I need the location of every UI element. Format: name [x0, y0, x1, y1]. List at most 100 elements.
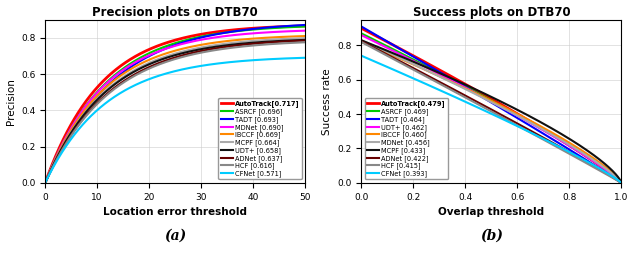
- TADT [0.464]: [481, 97, 489, 100]
- Line: HCF [0.415]: HCF [0.415]: [361, 42, 621, 183]
- AutoTrack[0.717]: [295, 25, 302, 28]
- ADNet [0.637]: [182, 53, 190, 56]
- MDNet [0.456]: [571, 146, 578, 149]
- IBCCF [0.669]: [182, 46, 190, 50]
- MCPF [0.433]: [571, 140, 578, 143]
- Line: ADNet [0.422]: ADNet [0.422]: [361, 41, 621, 183]
- MCPF [0.433]: [611, 172, 619, 175]
- Line: IBCCF [0.460]: IBCCF [0.460]: [361, 42, 621, 183]
- TADT [0.464]: [512, 116, 520, 119]
- MDNet [0.690]: [41, 181, 49, 184]
- AutoTrack[0.717]: [166, 40, 174, 43]
- CFNet [0.571]: [295, 57, 302, 60]
- UDT+ [0.658]: [182, 51, 190, 54]
- IBCCF [0.669]: [295, 35, 302, 38]
- Line: CFNet [0.571]: CFNet [0.571]: [45, 58, 305, 183]
- AutoTrack[0.717]: [182, 36, 190, 39]
- ASRCF [0.696]: [196, 35, 204, 38]
- MCPF [0.433]: [482, 93, 490, 96]
- IBCCF [0.460]: [618, 181, 625, 184]
- MCPF [0.433]: [618, 181, 625, 184]
- UDT+ [0.462]: [498, 106, 506, 109]
- ADNet [0.637]: [41, 181, 49, 184]
- Line: ADNet [0.637]: ADNet [0.637]: [45, 41, 305, 183]
- AutoTrack[0.717]: [254, 26, 262, 29]
- ADNet [0.422]: [358, 40, 365, 43]
- MCPF [0.664]: [41, 181, 49, 184]
- MCPF [0.433]: [498, 101, 506, 104]
- Title: Precision plots on DTB70: Precision plots on DTB70: [92, 6, 258, 19]
- IBCCF [0.460]: [481, 96, 489, 99]
- UDT+ [0.462]: [512, 114, 520, 117]
- ASRCF [0.469]: [611, 175, 619, 178]
- UDT+ [0.462]: [482, 97, 490, 100]
- Line: ASRCF [0.469]: ASRCF [0.469]: [361, 34, 621, 183]
- MCPF [0.664]: [165, 54, 172, 57]
- MDNet [0.690]: [301, 29, 309, 32]
- ASRCF [0.469]: [571, 147, 578, 150]
- Text: (b): (b): [480, 229, 503, 243]
- ADNet [0.637]: [301, 39, 309, 42]
- ADNet [0.637]: [254, 42, 262, 45]
- ASRCF [0.469]: [481, 95, 489, 99]
- Legend: AutoTrack[0.717], ASRCF [0.696], TADT [0.693], MDNet [0.690], IBCCF [0.669], MCP: AutoTrack[0.717], ASRCF [0.696], TADT [0…: [218, 98, 302, 180]
- TADT [0.693]: [166, 45, 174, 49]
- TADT [0.464]: [618, 181, 625, 184]
- UDT+ [0.462]: [618, 181, 625, 184]
- CFNet [0.393]: [481, 109, 489, 112]
- MDNet [0.456]: [611, 175, 619, 178]
- TADT [0.693]: [301, 23, 309, 27]
- AutoTrack[0.479]: [611, 175, 619, 179]
- HCF [0.616]: [301, 41, 309, 44]
- MCPF [0.664]: [254, 39, 262, 42]
- TADT [0.693]: [182, 40, 190, 43]
- Line: IBCCF [0.669]: IBCCF [0.669]: [45, 36, 305, 183]
- HCF [0.616]: [41, 181, 49, 184]
- MDNet [0.456]: [481, 97, 489, 100]
- Line: MCPF [0.433]: MCPF [0.433]: [361, 40, 621, 183]
- Line: MCPF [0.664]: MCPF [0.664]: [45, 38, 305, 183]
- AutoTrack[0.717]: [196, 33, 204, 36]
- MCPF [0.433]: [358, 39, 365, 42]
- UDT+ [0.462]: [611, 175, 619, 178]
- IBCCF [0.669]: [165, 51, 172, 54]
- HCF [0.415]: [571, 155, 578, 158]
- MDNet [0.456]: [512, 113, 520, 116]
- ASRCF [0.469]: [482, 96, 490, 99]
- UDT+ [0.658]: [41, 181, 49, 184]
- UDT+ [0.658]: [254, 41, 262, 44]
- MCPF [0.664]: [196, 46, 204, 49]
- MDNet [0.690]: [196, 38, 204, 42]
- Line: ASRCF [0.696]: ASRCF [0.696]: [45, 27, 305, 183]
- TADT [0.464]: [498, 107, 506, 110]
- TADT [0.464]: [571, 151, 578, 154]
- ASRCF [0.696]: [301, 25, 309, 28]
- AutoTrack[0.717]: [165, 41, 172, 44]
- AutoTrack[0.479]: [358, 27, 365, 30]
- AutoTrack[0.717]: [301, 24, 309, 27]
- IBCCF [0.460]: [358, 41, 365, 44]
- CFNet [0.393]: [618, 181, 625, 184]
- IBCCF [0.460]: [498, 104, 506, 108]
- ASRCF [0.696]: [166, 43, 174, 46]
- TADT [0.464]: [358, 25, 365, 28]
- TADT [0.464]: [482, 98, 490, 101]
- MDNet [0.456]: [498, 106, 506, 109]
- IBCCF [0.669]: [301, 35, 309, 38]
- HCF [0.415]: [481, 106, 489, 109]
- HCF [0.415]: [512, 123, 520, 126]
- HCF [0.616]: [165, 60, 172, 63]
- CFNet [0.393]: [611, 176, 619, 180]
- MCPF [0.433]: [512, 108, 520, 111]
- AutoTrack[0.479]: [482, 94, 490, 98]
- HCF [0.616]: [182, 54, 190, 58]
- Line: TADT [0.464]: TADT [0.464]: [361, 27, 621, 183]
- ASRCF [0.469]: [358, 32, 365, 35]
- MDNet [0.456]: [618, 181, 625, 184]
- ADNet [0.422]: [482, 105, 490, 108]
- CFNet [0.393]: [571, 153, 578, 156]
- Y-axis label: Success rate: Success rate: [322, 68, 332, 135]
- HCF [0.415]: [618, 181, 625, 184]
- TADT [0.693]: [165, 46, 172, 49]
- X-axis label: Location error threshold: Location error threshold: [103, 207, 247, 217]
